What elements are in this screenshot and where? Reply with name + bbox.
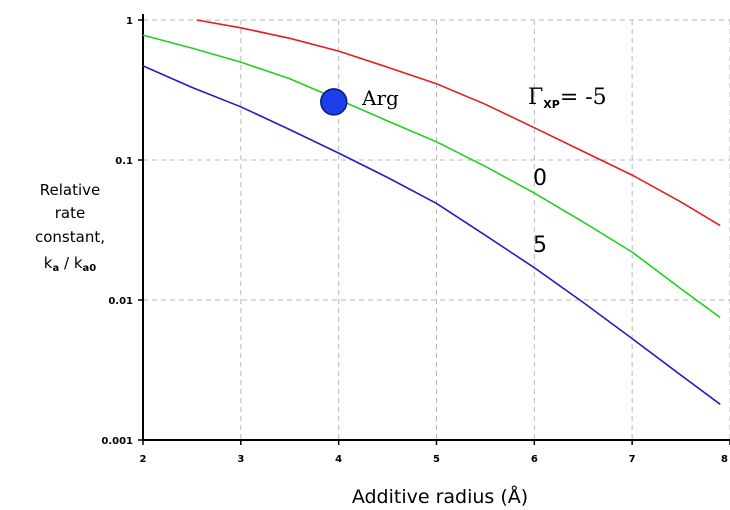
series-line-0 [196, 19, 721, 227]
x-tick-label-4: 4 [335, 454, 342, 465]
ylabel-den: k [74, 254, 83, 272]
xlabel: Additive radius (Å) [352, 485, 528, 508]
ticks: 2 3 4 5 6 7 8 0.001 0.01 0.1 1 [101, 16, 730, 465]
x-tick-label-3: 3 [237, 454, 244, 465]
ylabel-sep: / [59, 254, 74, 272]
ylabel-ratio: ka / ka0 [44, 254, 96, 274]
ylabel-line-3: constant, [35, 228, 105, 246]
point-label-arg: Arg [361, 86, 399, 110]
x-tick-label-2: 2 [140, 454, 147, 465]
grid [143, 19, 730, 440]
x-tick-label-8: 8 [721, 454, 728, 465]
gamma-value: = -5 [560, 85, 607, 110]
curves [142, 19, 721, 405]
y-tick-label-1: 0.01 [108, 296, 133, 307]
ylabel-line-2: rate [55, 204, 85, 222]
gamma-subscript: XP [543, 98, 560, 111]
ylabel-num-sub: a [52, 263, 59, 274]
point-arg [320, 88, 348, 116]
x-tick-label-5: 5 [433, 454, 440, 465]
curve-label-gamma: ΓXP= -5 [528, 85, 607, 111]
ylabel-den-sub: a0 [83, 263, 97, 274]
curve-label-zero: 0 [533, 166, 547, 191]
x-tick-label-7: 7 [629, 454, 636, 465]
marker [320, 88, 348, 116]
x-tick-label-6: 6 [531, 454, 538, 465]
y-tick-label-3: 1 [126, 16, 133, 27]
curve-label-five: 5 [533, 233, 547, 258]
series-line-2 [142, 65, 721, 405]
ylabel-num: k [44, 254, 53, 272]
y-tick-label-2: 0.1 [115, 156, 133, 167]
series-line-1 [142, 34, 721, 319]
gamma-symbol: Γ [528, 85, 543, 110]
y-tick-label-0: 0.001 [101, 436, 133, 447]
ylabel-line-1: Relative [40, 181, 101, 199]
